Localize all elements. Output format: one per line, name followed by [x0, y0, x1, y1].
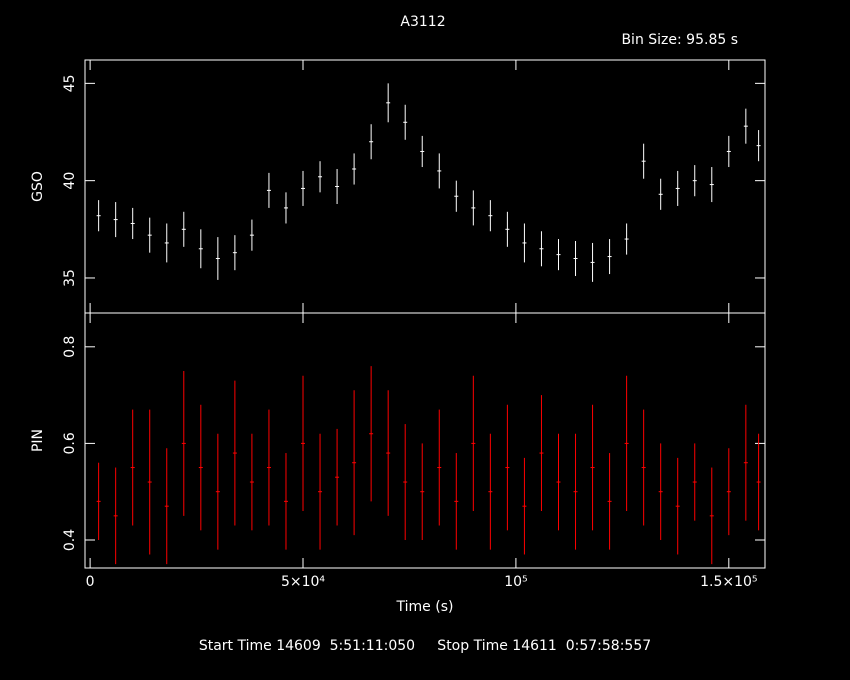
y-tick-label: 0.6	[62, 432, 78, 454]
y-axis-label: PIN	[30, 429, 46, 452]
y-tick-label: 35	[62, 269, 78, 287]
y-tick-label: 0.8	[62, 336, 78, 358]
y-axis-label: GSO	[30, 171, 46, 202]
y-tick-label: 45	[62, 74, 78, 92]
y-tick-label: 0.4	[62, 529, 78, 551]
panel-frame	[84, 312, 766, 569]
x-tick-label: 10⁵	[504, 574, 527, 590]
chart-title: A3112	[400, 14, 445, 30]
x-tick-label: 0	[86, 574, 95, 590]
x-tick-label: 5×10⁴	[281, 574, 325, 590]
bin-size: Bin Size: 95.85 s	[621, 32, 738, 48]
x-tick-label: 1.5×10⁵	[700, 574, 757, 590]
y-tick-label: 40	[62, 172, 78, 190]
x-axis-label: Time (s)	[396, 599, 454, 615]
footer: Start Time 14609 5:51:11:050 Stop Time 1…	[199, 638, 651, 654]
